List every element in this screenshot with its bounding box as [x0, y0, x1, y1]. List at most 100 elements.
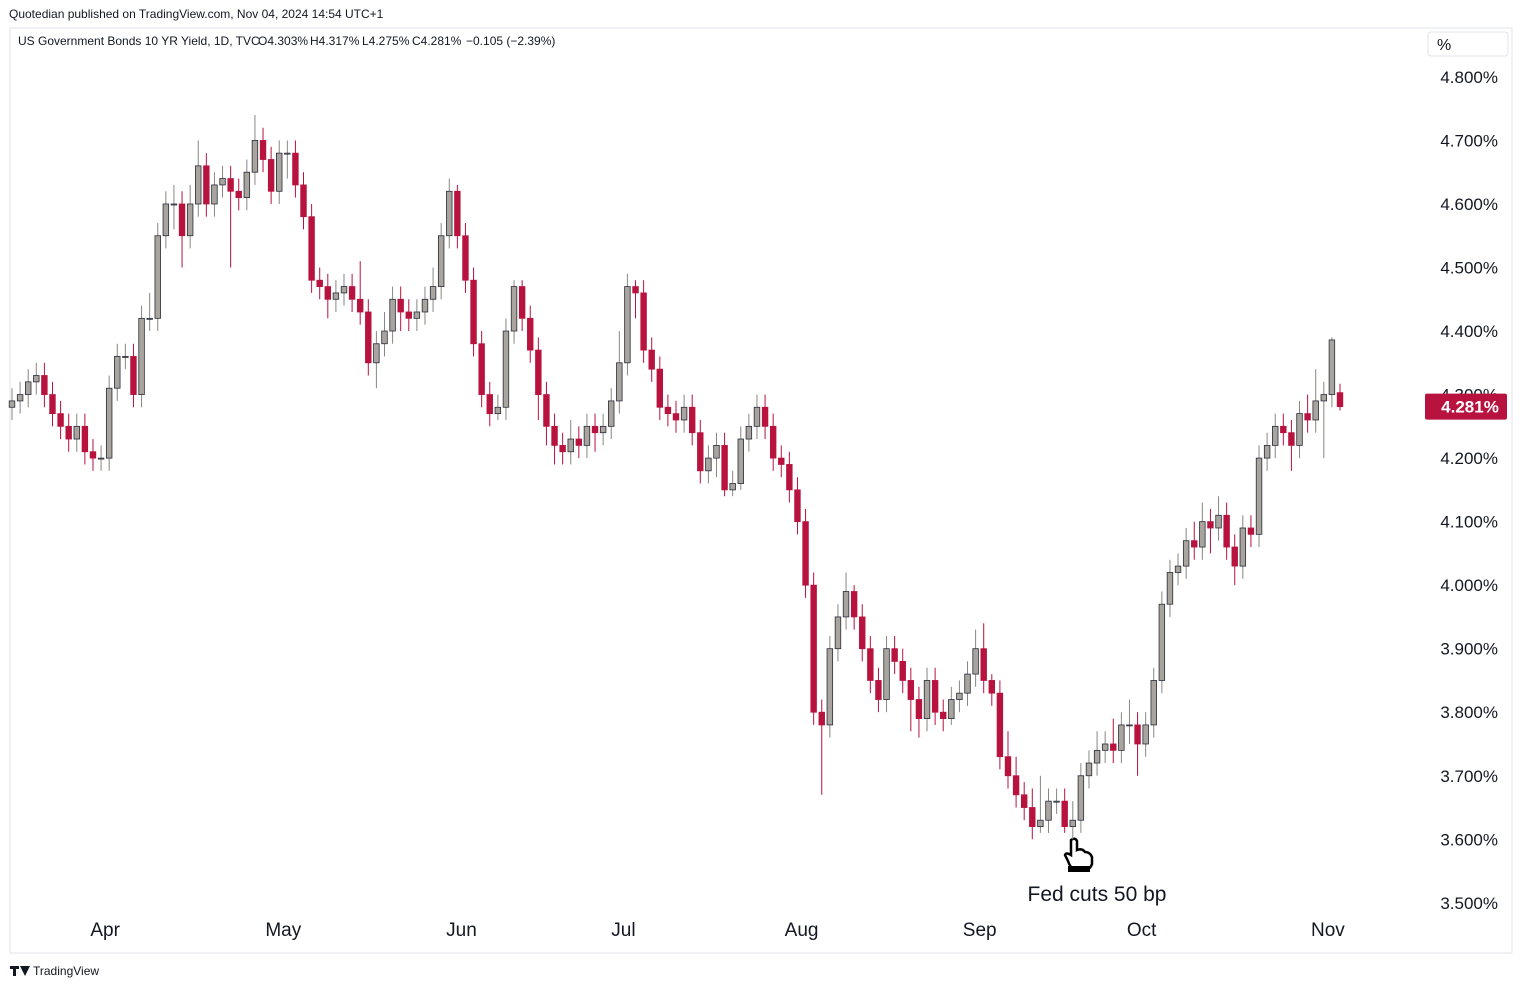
- candle-body: [1085, 762, 1093, 777]
- candle-body: [284, 152, 291, 155]
- unit-box[interactable]: [1427, 31, 1509, 57]
- candle-body: [867, 648, 874, 681]
- candle-body: [624, 286, 631, 364]
- candle-body: [826, 648, 834, 726]
- candle-body: [1126, 724, 1133, 727]
- candle-body: [389, 298, 396, 332]
- y-tick-label: 3.500%: [1440, 894, 1498, 913]
- unit[interactable]: %: [1437, 37, 1451, 54]
- candle-body: [1231, 546, 1238, 567]
- x-tick-label: Jul: [611, 920, 635, 941]
- candle-body: [535, 349, 542, 395]
- candle-body: [381, 330, 388, 345]
- candle-body: [1239, 527, 1247, 567]
- candle-body: [697, 432, 704, 472]
- candle-body: [802, 521, 809, 586]
- candle-body: [753, 406, 761, 427]
- candle-body: [672, 413, 680, 421]
- candle-body: [931, 680, 939, 713]
- low-label: L4.275%: [362, 34, 410, 48]
- candle-body: [130, 356, 137, 395]
- candle-body: [413, 311, 421, 319]
- candle-body: [1247, 527, 1255, 535]
- candle-body: [972, 648, 979, 675]
- candle-body: [146, 317, 153, 320]
- y-tick-label: 4.000%: [1440, 576, 1498, 595]
- candle-body: [1118, 724, 1125, 751]
- candle-body: [737, 438, 744, 484]
- x-tick-label: Oct: [1127, 920, 1157, 941]
- x-tick-label: Sep: [963, 920, 997, 941]
- y-tick-label: 4.400%: [1440, 322, 1498, 341]
- candle-body: [421, 298, 429, 313]
- candle-body: [292, 152, 299, 186]
- candle-body: [1255, 457, 1263, 535]
- candle-body: [834, 616, 842, 650]
- open-label: O4.303%: [258, 34, 308, 48]
- y-tick-label: 4.700%: [1440, 131, 1498, 150]
- candle-body: [454, 190, 461, 237]
- candle-body: [1166, 572, 1174, 605]
- candle-body: [940, 711, 947, 719]
- candle-body: [591, 425, 599, 434]
- candle-body: [1012, 775, 1020, 796]
- candle-body: [1101, 743, 1109, 751]
- candle-body: [680, 406, 688, 421]
- candle-body: [769, 425, 777, 459]
- candle-body: [648, 349, 655, 370]
- candle-body: [1174, 565, 1182, 573]
- candle-body: [1069, 819, 1076, 827]
- candle-body: [1093, 749, 1101, 764]
- candle-body: [1045, 800, 1052, 821]
- candle-body: [24, 381, 32, 395]
- candle-body: [251, 140, 259, 173]
- candle-body: [348, 286, 356, 300]
- candle-body: [794, 489, 801, 523]
- candle-body: [616, 362, 623, 402]
- candle-body: [195, 165, 202, 205]
- candle-body: [1061, 800, 1068, 827]
- candle-body: [243, 171, 251, 199]
- candle-body: [405, 311, 412, 319]
- y-tick-label: 4.200%: [1440, 449, 1498, 468]
- last-price-tag: [1425, 393, 1507, 420]
- candle-body: [518, 286, 526, 319]
- candle-body: [308, 216, 315, 281]
- candle-body: [859, 616, 866, 650]
- candle-body: [186, 203, 194, 237]
- candle-body: [656, 368, 664, 408]
- candle-body: [235, 190, 242, 199]
- candle-body: [1053, 800, 1060, 803]
- candle-body: [316, 279, 323, 287]
- candle-body: [178, 203, 186, 237]
- candle-body: [713, 444, 720, 459]
- x-tick-label: Jun: [446, 920, 477, 941]
- candle-body: [948, 699, 955, 719]
- candle-body: [1182, 540, 1190, 567]
- candle-body: [203, 165, 210, 205]
- close-label: C4.281%: [412, 34, 462, 48]
- candle-body: [105, 387, 113, 459]
- candle-body: [1288, 432, 1295, 446]
- candle-body: [583, 425, 591, 446]
- candle-body: [114, 356, 121, 389]
- candle-body: [575, 438, 583, 446]
- candle-body: [688, 406, 696, 434]
- y-tick-label: 3.800%: [1440, 703, 1498, 722]
- frame: [9, 27, 1513, 954]
- candle-body: [397, 298, 404, 313]
- candle-body: [551, 425, 558, 446]
- tv-logo: [10, 966, 30, 976]
- x-tick-label: May: [265, 920, 301, 941]
- candle-body: [16, 394, 24, 402]
- candle-body: [462, 235, 469, 281]
- candle-body: [883, 648, 890, 700]
- candle-body: [786, 464, 793, 491]
- symbol: US Government Bonds 10 YR Yield, 1D, TVC: [18, 34, 260, 48]
- candle-body: [850, 591, 858, 618]
- candle-body: [664, 406, 672, 415]
- x-tick-label: Apr: [90, 920, 120, 941]
- annotation-text: Fed cuts 50 bp: [1028, 883, 1167, 906]
- candle-body: [915, 699, 923, 719]
- candle-body: [1312, 400, 1319, 421]
